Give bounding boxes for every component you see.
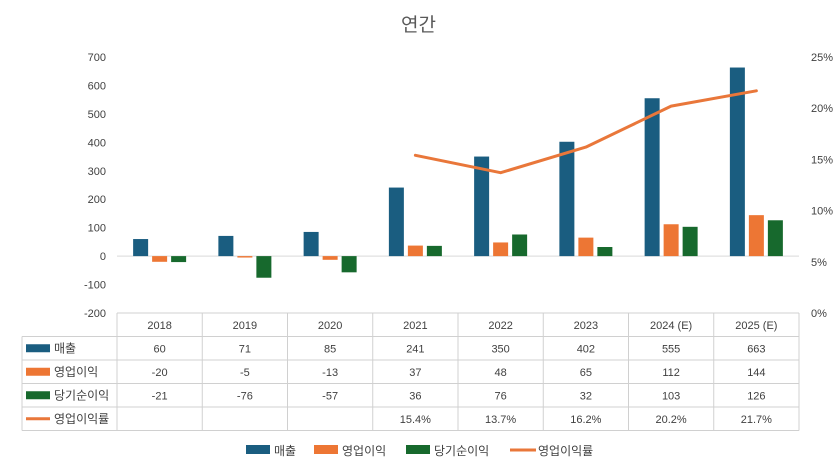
bar-2 [493,242,509,257]
y2-tick-label: 15% [811,154,833,166]
bar-3 [597,247,613,257]
table-value: 32 [580,390,592,402]
bar-1 [559,141,575,257]
x-category-label: 2021 [403,320,427,332]
x-category-label: 2019 [233,320,257,332]
table-value: 48 [495,367,507,379]
table-value: -5 [240,367,250,379]
bar-3 [512,234,528,257]
table-value: 65 [580,367,592,379]
bar-2 [663,224,679,257]
table-value: -21 [152,390,168,402]
x-category-label: 2020 [318,320,342,332]
bar-2 [237,256,253,258]
table-value: 350 [491,343,509,355]
table-value: -57 [322,390,338,402]
legend-key [314,445,338,454]
table-legend-key [26,344,50,353]
bar-2 [748,215,764,257]
y-tick-label: 600 [88,80,106,92]
y-tick-label: 300 [88,166,106,178]
table-legend-key [26,367,50,376]
table-value: 555 [662,343,680,355]
bar-3 [767,220,783,257]
bar-3 [171,256,187,263]
y-tick-label: 200 [88,194,106,206]
chart-title: 연간 [401,14,436,36]
y-tick-label: 100 [88,223,106,235]
legend-label: 당기순이익 [434,444,489,458]
x-category-label: 2025 (E) [735,320,777,332]
table-value: 21.7% [741,414,772,426]
y-tick-label: 400 [88,137,106,149]
table-value: 60 [154,343,166,355]
y2-tick-label: 10% [811,206,833,218]
line-operating-margin [413,89,758,175]
y-tick-label: -200 [84,308,106,320]
table-value: 241 [406,343,424,355]
bar-2 [152,256,168,262]
bar-2 [322,256,338,260]
y2-tick-label: 0% [811,308,827,320]
y-tick-label: 0 [100,251,106,263]
bar-1 [644,98,660,257]
x-category-label: 2024 (E) [650,320,692,332]
table-value: 76 [495,390,507,402]
table-value: 16.2% [570,414,601,426]
legend-label: 영업이익률 [538,444,593,458]
bar-1 [474,156,490,257]
bar-1 [218,235,234,257]
table-legend-key [26,391,50,400]
bar-1 [133,239,149,257]
table-value: -76 [237,390,253,402]
table-row-label: 영업이익률 [54,412,109,426]
bar-1 [388,187,404,257]
bar-3 [256,256,272,278]
table-row-label: 매출 [54,341,76,355]
legend-key [246,445,270,454]
x-category-label: 2023 [574,320,598,332]
table-value: 144 [747,367,765,379]
table-value: 112 [662,367,680,379]
bar-3 [682,226,698,257]
table-value: 126 [747,390,765,402]
table-value: -20 [152,367,168,379]
bar-1 [303,231,319,257]
y2-tick-label: 25% [811,52,833,64]
table-value: 20.2% [656,414,687,426]
bar-1 [729,67,745,257]
legend-label: 영업이익 [342,444,386,458]
y2-tick-label: 20% [811,103,833,115]
y-tick-label: -100 [84,280,106,292]
bar-2 [578,237,594,257]
y-tick-label: 700 [88,52,106,64]
bar-3 [426,245,442,257]
legend-label: 매출 [274,444,296,458]
table-value: 36 [409,390,421,402]
x-category-label: 2022 [488,320,512,332]
legend-key [406,445,430,454]
bar-2 [407,245,423,257]
table-value: 103 [662,390,680,402]
y-tick-label: 500 [88,109,106,121]
table-value: 15.4% [400,414,431,426]
bar-3 [341,256,357,273]
table-value: 37 [409,367,421,379]
table-row-label: 당기순이익 [54,388,109,402]
y2-tick-label: 5% [811,257,827,269]
x-category-label: 2018 [147,320,171,332]
table-value: 85 [324,343,336,355]
table-row-label: 영업이익 [54,365,98,379]
table-value: 663 [747,343,765,355]
table-value: 13.7% [485,414,516,426]
table-value: 71 [239,343,251,355]
table-value: -13 [322,367,338,379]
table-value: 402 [577,343,595,355]
